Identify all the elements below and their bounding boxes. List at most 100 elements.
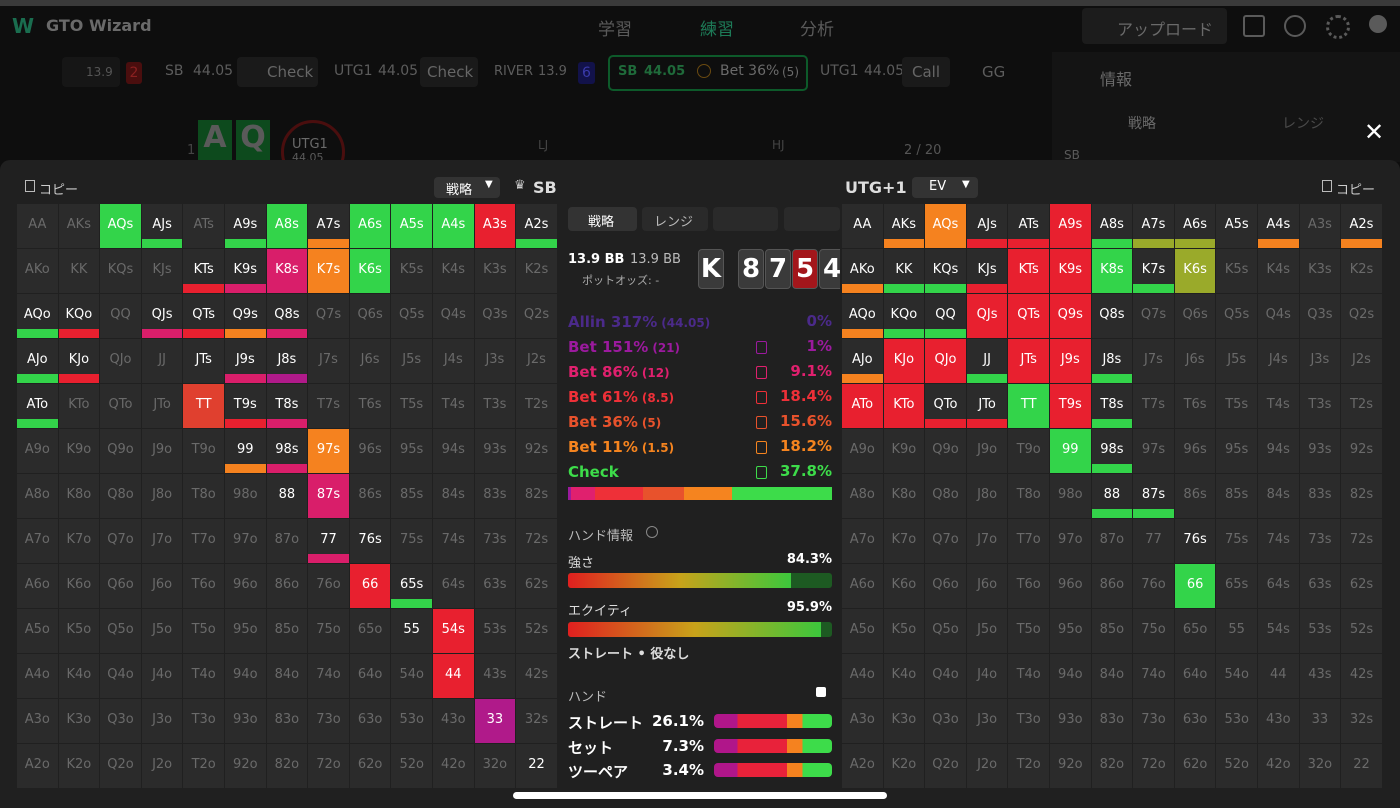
hand-label: Q6s [357, 307, 383, 322]
mode-select[interactable] [434, 177, 500, 198]
tab-label: 戦略 [588, 215, 615, 230]
frequency-bar [349, 554, 391, 563]
tab[interactable] [568, 207, 637, 231]
nav-item[interactable]: 練習 [700, 20, 734, 40]
hand-label: 54o [399, 667, 424, 682]
tab[interactable]: 戦略 [1128, 116, 1156, 132]
hand-cell: K2s [516, 249, 557, 293]
nav-item[interactable]: 分析 [800, 20, 834, 40]
step[interactable]: GG [982, 63, 1006, 81]
action-size: (21) [652, 341, 681, 355]
hand-cell: 66 [1174, 564, 1216, 608]
board-card: K [698, 249, 724, 289]
hand-cell: K4s [1258, 249, 1299, 293]
icon[interactable] [1243, 15, 1265, 37]
hand-cell: T3o [1008, 699, 1049, 743]
icon[interactable] [1284, 15, 1306, 37]
hand-cell: 97s [308, 429, 349, 473]
action-chip[interactable] [420, 57, 478, 87]
hand-cell: 54s [1258, 609, 1299, 653]
hand-label: A6o [849, 577, 875, 592]
hand-cell: J3o [141, 699, 183, 743]
tab[interactable]: レンジ [1282, 116, 1324, 132]
close-button[interactable]: ✕ [1364, 118, 1385, 146]
hand-label: J3o [152, 712, 173, 727]
hand-label: 42o [1266, 757, 1291, 772]
hand-label: J8s [277, 352, 297, 367]
hand-cell: J8o [966, 474, 1008, 518]
frequency-bar [225, 284, 266, 293]
hand-label: A2o [849, 757, 875, 772]
hand-cell: KJo [883, 339, 925, 383]
hand-cell: AKs [883, 204, 925, 248]
hand-cell: K3s [474, 249, 516, 293]
panel-title: 情報 [1100, 70, 1133, 89]
hand-label: K4o [66, 667, 92, 682]
icon[interactable] [1326, 15, 1350, 39]
frequency-bar [308, 239, 349, 248]
hand-cell: AQo [842, 294, 883, 338]
frequency-bar [1216, 239, 1257, 248]
hand-label: 88 [1103, 487, 1121, 502]
logo[interactable]: GTO Wizard [46, 16, 152, 35]
hand-cell: A3o [842, 699, 883, 743]
hand-label: Q8s [1099, 307, 1125, 322]
board-card: 5 [792, 249, 818, 289]
icon[interactable] [1369, 15, 1387, 33]
hand-cell: Q4s [433, 294, 474, 338]
hand-cell: 84s [433, 474, 474, 518]
mode: 戦略 [446, 183, 473, 198]
hand-label: T9s [1058, 397, 1082, 412]
action-chip[interactable] [237, 57, 318, 87]
tab[interactable] [642, 207, 708, 231]
hand-label: 87s [316, 487, 341, 502]
copy-button[interactable]: コピー [1336, 183, 1376, 198]
hand-label: 95s [1225, 442, 1249, 457]
hand-class: ストレート [568, 714, 644, 732]
hand-cell: AKs [58, 204, 100, 248]
hand-label: 93s [483, 442, 507, 457]
hand-cell: T9o [183, 429, 224, 473]
hand-cell: K5s [1216, 249, 1257, 293]
hand-cell: J2o [966, 744, 1008, 788]
mode-select[interactable] [912, 177, 978, 198]
hand-label: 84s [1266, 487, 1290, 502]
current-action[interactable] [608, 55, 808, 91]
copy-icon [25, 180, 35, 192]
hand-label: AQo [848, 307, 876, 322]
hand-label: JJ [983, 352, 991, 367]
hand-cell: T8s [266, 384, 308, 428]
hand-label: 95o [233, 622, 258, 637]
icon-buttons[interactable] [784, 207, 840, 231]
action-frequency: 18.4% [779, 387, 832, 405]
hand-label: TT [195, 397, 212, 412]
player: SB [165, 63, 184, 79]
action-frequency: 18.2% [779, 437, 832, 455]
hand-label: JJ [158, 352, 166, 367]
hand-label: QJs [976, 307, 998, 322]
hand-label: T8s [1100, 397, 1124, 412]
hand-cell: QJs [966, 294, 1008, 338]
hand-cell: 85s [1216, 474, 1257, 518]
hand-label: J6s [1185, 352, 1205, 367]
action-frequency: 9.1% [790, 362, 832, 380]
hand-cell: Q2o [100, 744, 141, 788]
action-chip[interactable] [902, 57, 950, 87]
hand-cell: 97o [1050, 519, 1091, 563]
nav-item[interactable]: 学習 [598, 20, 632, 40]
hand-label: J4s [1268, 352, 1288, 367]
back-button[interactable] [62, 57, 120, 87]
icon-buttons[interactable] [713, 207, 778, 231]
hand-label: 52s [1349, 622, 1374, 637]
player: UTG1 [292, 137, 328, 152]
action-frequency: 15.6% [779, 412, 832, 430]
copy-button[interactable]: コピー [39, 183, 79, 198]
hand-cell: 32o [474, 744, 516, 788]
hand-label: A6o [24, 577, 50, 592]
hand-label: T8o [1016, 487, 1041, 502]
checkbox[interactable] [816, 687, 826, 697]
hand-label: K3s [1308, 262, 1332, 277]
strategy-segment [568, 487, 571, 500]
upload-button[interactable] [1082, 8, 1227, 44]
hand-cell: 92s [516, 429, 557, 473]
